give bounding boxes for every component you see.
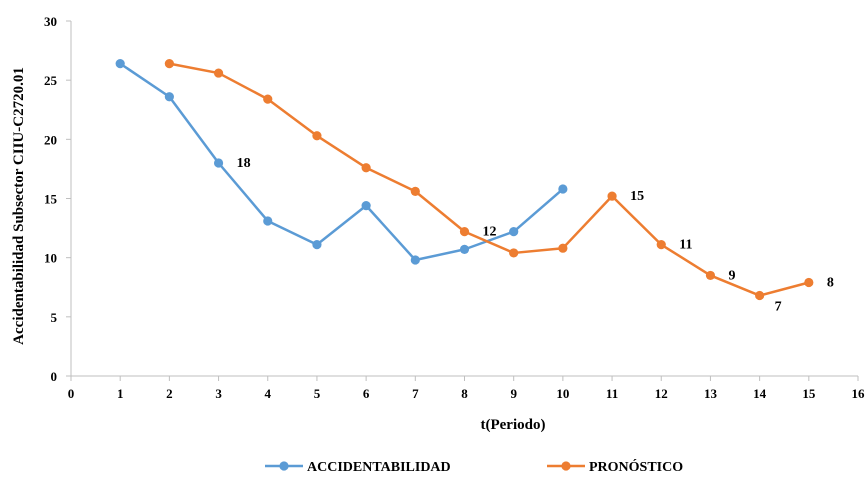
x-axis-title: t(Periodo) <box>481 417 546 433</box>
y-tick-label: 25 <box>44 73 58 88</box>
x-tick-label: 0 <box>68 386 75 401</box>
y-tick-label: 5 <box>51 310 58 325</box>
x-tick-label: 3 <box>215 386 222 401</box>
x-tick-label: 15 <box>802 386 816 401</box>
x-tick-label: 14 <box>753 386 767 401</box>
data-point <box>509 248 519 258</box>
data-label: 12 <box>483 225 497 240</box>
y-tick-label: 20 <box>44 132 57 147</box>
data-label: 18 <box>237 156 251 171</box>
series-layer <box>115 59 814 301</box>
x-tick-label: 6 <box>363 386 370 401</box>
data-point <box>312 240 322 250</box>
data-label: 15 <box>630 189 644 204</box>
x-tick-label: 8 <box>461 386 468 401</box>
legend: ACCIDENTABILIDAD PRONÓSTICO <box>265 458 683 475</box>
data-label: 11 <box>679 238 692 253</box>
data-point <box>164 59 174 69</box>
data-point <box>263 94 273 104</box>
data-point <box>410 255 420 265</box>
legend-swatch-marker <box>279 461 289 471</box>
data-point <box>263 216 273 226</box>
legend-item-1: ACCIDENTABILIDAD <box>265 460 451 475</box>
data-point <box>361 163 371 173</box>
series-line <box>118 62 565 262</box>
legend-item-2: PRONÓSTICO <box>547 458 683 475</box>
data-label: 9 <box>728 268 735 283</box>
series-2 <box>164 59 814 301</box>
y-tick-label: 15 <box>44 192 58 207</box>
x-tick-label: 9 <box>510 386 517 401</box>
data-point <box>459 244 470 254</box>
data-point <box>705 270 716 281</box>
data-label: 7 <box>775 300 782 315</box>
data-point <box>804 277 814 288</box>
data-point <box>558 184 568 194</box>
data-label: 8 <box>827 276 834 291</box>
y-tick-label: 30 <box>44 14 57 29</box>
x-tick-label: 2 <box>166 386 173 401</box>
data-point <box>755 290 765 301</box>
y-tick-label: 10 <box>44 251 57 266</box>
data-point <box>213 158 224 168</box>
data-point <box>312 131 322 141</box>
x-tick-label: 4 <box>265 386 272 401</box>
data-point <box>509 227 519 237</box>
data-point <box>213 68 224 78</box>
legend-label: ACCIDENTABILIDAD <box>307 460 451 475</box>
axes <box>70 21 858 377</box>
legend-swatch-marker <box>561 461 571 471</box>
data-point <box>410 186 420 196</box>
data-labels: 18 12 15 11 9 7 8 <box>237 156 834 315</box>
x-tick-label: 5 <box>314 386 321 401</box>
data-point <box>558 243 568 253</box>
x-tick-label: 7 <box>412 386 419 401</box>
x-tick-label: 10 <box>556 386 569 401</box>
x-tick-label: 16 <box>852 386 866 401</box>
data-point <box>361 201 371 211</box>
x-tick-label: 1 <box>117 386 124 401</box>
x-tick-label: 13 <box>704 386 718 401</box>
legend-label: PRONÓSTICO <box>589 458 683 475</box>
data-point <box>459 227 470 237</box>
y-tick-label: 0 <box>51 369 58 384</box>
series-1 <box>115 59 568 265</box>
data-point <box>164 92 174 102</box>
x-tick-label: 11 <box>606 386 618 401</box>
series-line <box>168 62 811 297</box>
data-point <box>115 59 125 69</box>
x-tick-label: 12 <box>655 386 668 401</box>
data-point <box>607 191 617 201</box>
data-point <box>656 240 666 250</box>
y-axis-title: Accidentabilidad Subsector CIIU-C2720.01 <box>11 67 27 345</box>
